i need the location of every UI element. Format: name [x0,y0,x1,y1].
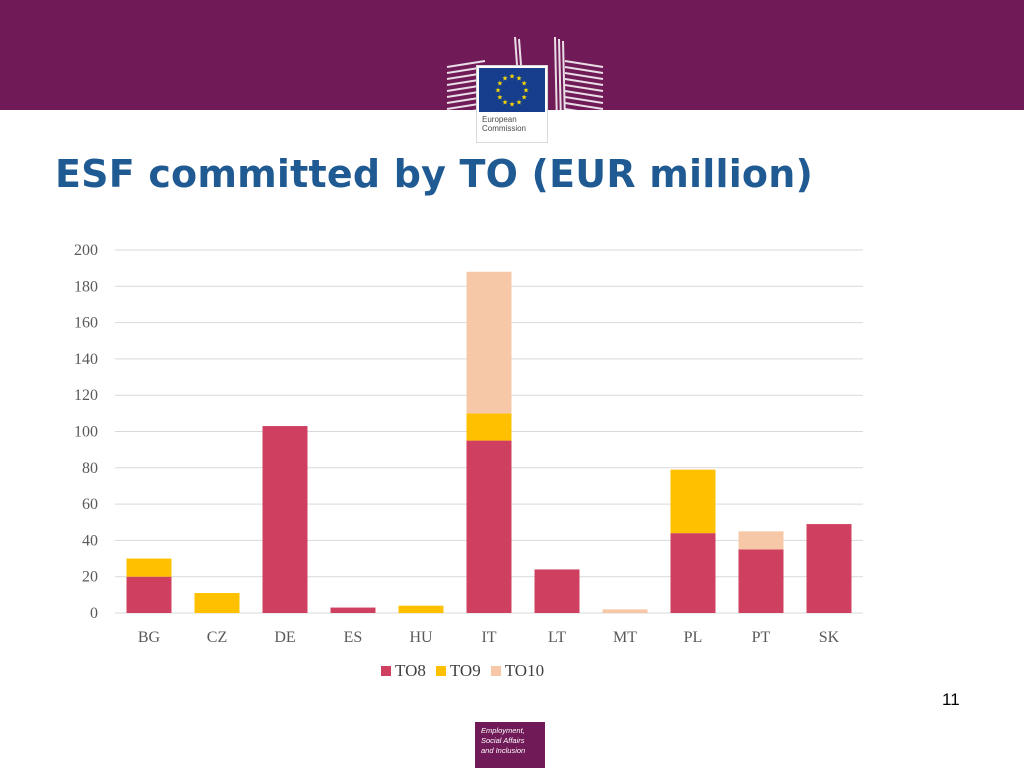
svg-text:★: ★ [502,74,508,82]
x-tick-label: SK [819,629,840,646]
bar-pt-to10 [738,531,784,550]
svg-text:★: ★ [509,101,515,109]
bar-pl-to8 [670,533,716,613]
svg-text:★: ★ [497,94,503,102]
legend-label: TO9 [449,661,481,680]
y-tick-label: 60 [82,496,98,513]
y-tick-label: 180 [74,278,98,295]
svg-text:★: ★ [523,87,529,95]
y-tick-label: 120 [74,387,98,404]
x-tick-label: IT [481,629,496,646]
y-tick-label: 100 [74,424,98,441]
y-tick-label: 80 [82,460,98,477]
x-tick-label: HU [409,629,433,646]
bar-de-to8 [262,426,308,613]
x-tick-label: MT [613,629,637,646]
y-tick-label: 160 [74,315,98,332]
x-tick-label: DE [274,629,295,646]
page-number: 11 [942,690,960,709]
bar-mt-to10 [602,609,648,613]
svg-text:★: ★ [509,73,515,81]
svg-text:★: ★ [521,80,527,88]
y-tick-label: 20 [82,569,98,586]
svg-text:★: ★ [502,99,508,107]
y-tick-label: 40 [82,532,98,549]
bar-it-to9 [466,413,512,441]
svg-text:★: ★ [495,87,501,95]
legend-item-to10: TO10 [490,661,545,681]
legend-label: TO8 [395,661,426,680]
svg-text:★: ★ [497,80,503,88]
logo-text: European Commission [482,115,527,133]
legend-swatch [490,666,501,676]
legend-item-to9: TO9 [435,661,481,681]
y-tick-label: 140 [74,351,98,368]
bar-es-to8 [330,607,376,613]
legend-swatch [381,666,391,676]
stacked-bar-chart: 0 20 40 60 80 100 120 140 160 180 200 BG CZ DE ES HU IT… [74,242,863,646]
bar-bg-to8 [126,576,172,613]
bar-lt-to8 [534,569,580,613]
x-tick-label: PT [752,629,771,646]
slide-title: ESF committed by TO (EUR million) [55,152,814,196]
svg-text:★: ★ [521,94,527,102]
bar-hu-to9 [398,605,444,613]
x-tick-label: ES [344,629,363,646]
bar-cz-to9 [194,593,240,613]
employment-social-affairs-badge: Employment, Social Affairs and Inclusion [475,722,545,768]
chart-legend: TO8 TO9 TO10 [381,661,544,681]
bar-sk-to8 [806,524,852,613]
logo-card: ★ ★ ★ ★ ★ ★ ★ ★ ★ ★ ★ ★ European Commission [476,65,548,143]
legend-swatch [435,666,446,676]
legend-item-to8: TO8 [381,661,426,681]
bar-it-to8 [466,440,512,613]
bar-pl-to9 [670,469,716,534]
svg-text:★: ★ [516,74,522,82]
svg-text:★: ★ [516,99,522,107]
badge-text: Employment, Social Affairs and Inclusion [481,726,526,755]
bar-it-to10 [466,271,512,414]
eu-flag-icon: ★ ★ ★ ★ ★ ★ ★ ★ ★ ★ ★ ★ [479,68,545,112]
bar-pt-to8 [738,549,784,613]
x-tick-label: BG [138,629,161,646]
european-commission-logo: ★ ★ ★ ★ ★ ★ ★ ★ ★ ★ ★ ★ European Commission [445,35,605,143]
y-tick-label: 0 [90,605,98,622]
x-tick-label: CZ [207,629,227,646]
x-tick-label: LT [548,629,566,646]
y-tick-label: 200 [74,242,98,259]
legend-label: TO10 [504,661,545,680]
x-tick-label: PL [684,629,703,646]
bar-bg-to9 [126,558,172,577]
